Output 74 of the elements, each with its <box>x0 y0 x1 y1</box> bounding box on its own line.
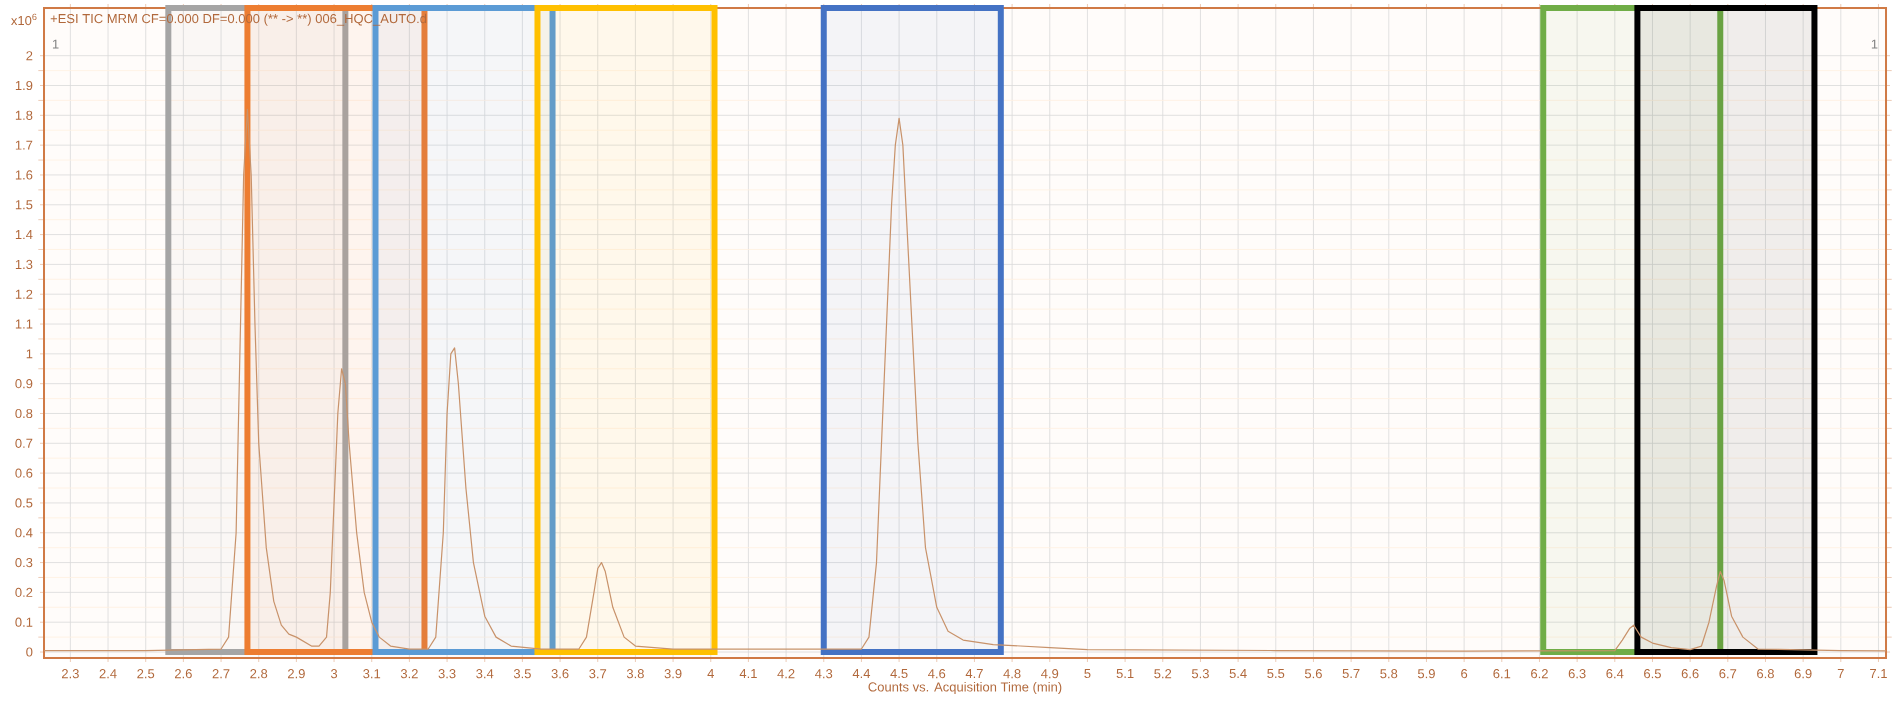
x-tick-label: 3.1 <box>363 669 381 679</box>
y-tick-label: 0.8 <box>15 408 33 419</box>
x-tick-label: 4.4 <box>852 669 871 678</box>
x-tick-label: 6.4 <box>1606 669 1624 679</box>
x-tick-label: 4.9 <box>1041 669 1059 679</box>
x-tick-label: 5.8 <box>1380 669 1398 679</box>
x-tick-label: 5.1 <box>1116 669 1134 679</box>
y-tick-label: 0.5 <box>15 498 33 508</box>
x-tick-label: 7.1 <box>1870 669 1887 678</box>
x-tick-label: 3.5 <box>513 669 531 679</box>
y-tick-label: 0.7 <box>15 438 33 448</box>
x-tick-label: 6.8 <box>1757 669 1774 679</box>
y-tick-label: 1.9 <box>15 80 33 91</box>
x-tick-label: 2.9 <box>288 669 305 679</box>
x-tick-label: 4.8 <box>1003 669 1021 679</box>
x-tick-label: 4.1 <box>739 669 757 678</box>
x-tick-label: 6.2 <box>1531 669 1548 679</box>
annotation: 1 <box>1871 39 1878 49</box>
x-tick-label: 3.7 <box>589 669 607 679</box>
x-tick-label: 6 <box>1461 669 1468 679</box>
y-axis-title: x10$^{6}$ <box>11 13 37 26</box>
y-tick-label: 1.4 <box>15 230 33 240</box>
y-tick-label: 1 <box>26 349 33 359</box>
x-tick-label: 4.6 <box>928 669 946 679</box>
y-tick-label: 0.9 <box>15 379 33 389</box>
x-axis-title: Counts vs. Acquisition Time (min) <box>868 682 1062 695</box>
y-tick-label: 1.8 <box>15 110 33 120</box>
x-tick-label: 5.4 <box>1229 669 1247 679</box>
y-tick-label: 1.5 <box>15 200 33 210</box>
x-tick-label: 5.7 <box>1342 669 1360 679</box>
x-tick-label: 5.2 <box>1154 669 1172 679</box>
y-tick-label: 1.6 <box>15 170 33 180</box>
x-tick-label: 5.3 <box>1191 669 1209 679</box>
x-tick-label: 3.6 <box>551 669 569 679</box>
x-tick-label: 4.2 <box>777 669 795 679</box>
y-tick-label: 1.1 <box>15 319 33 329</box>
y-tick-label: 0.6 <box>15 468 33 478</box>
x-tick-label: 6.3 <box>1568 669 1586 679</box>
x-tick-label: 3 <box>330 669 338 679</box>
y-tick-label: 1.7 <box>15 140 33 150</box>
y-tick-label: 0.2 <box>15 587 33 597</box>
x-tick-label: 4.5 <box>890 669 908 679</box>
x-tick-label: 7 <box>1837 669 1844 678</box>
x-tick-label: 6.5 <box>1644 669 1661 679</box>
x-tick-label: 5.5 <box>1267 669 1285 679</box>
x-tick-label: 2.4 <box>99 669 117 679</box>
x-tick-label: 4 <box>707 669 714 678</box>
annotation: 1 <box>52 39 59 49</box>
x-tick-label: 3.4 <box>476 669 494 679</box>
x-tick-label: 3.8 <box>626 669 644 679</box>
x-tick-label: 2.6 <box>175 669 192 679</box>
x-tick-label: 4.7 <box>965 669 983 678</box>
x-tick-label: 3.3 <box>438 669 456 679</box>
x-tick-label: 6.7 <box>1719 669 1737 679</box>
y-tick-label: 1.3 <box>15 259 33 270</box>
x-tick-label: 6.1 <box>1493 669 1511 679</box>
x-tick-label: 5.9 <box>1417 669 1435 679</box>
y-tick-label: 0.1 <box>15 617 33 627</box>
x-tick-label: 2.3 <box>62 669 79 679</box>
x-tick-label: 2.8 <box>250 669 268 679</box>
y-tick-label: 2 <box>26 51 33 61</box>
y-tick-label: 0.4 <box>15 528 33 538</box>
x-tick-label: 2.5 <box>137 669 155 679</box>
y-tick-label: 0 <box>26 647 33 657</box>
x-tick-label: 5.6 <box>1304 669 1322 679</box>
x-tick-label: 2.7 <box>212 669 230 679</box>
x-tick-label: 5 <box>1084 669 1091 679</box>
x-tick-label: 4.3 <box>815 669 833 679</box>
y-tick-label: 0.3 <box>15 557 33 568</box>
y-tick-label: 1.2 <box>15 289 33 299</box>
x-tick-label: 3.9 <box>664 669 682 679</box>
x-tick-label: 6.9 <box>1794 669 1812 679</box>
x-tick-label: 6.6 <box>1681 669 1699 679</box>
x-tick-label: 3.2 <box>400 669 418 679</box>
